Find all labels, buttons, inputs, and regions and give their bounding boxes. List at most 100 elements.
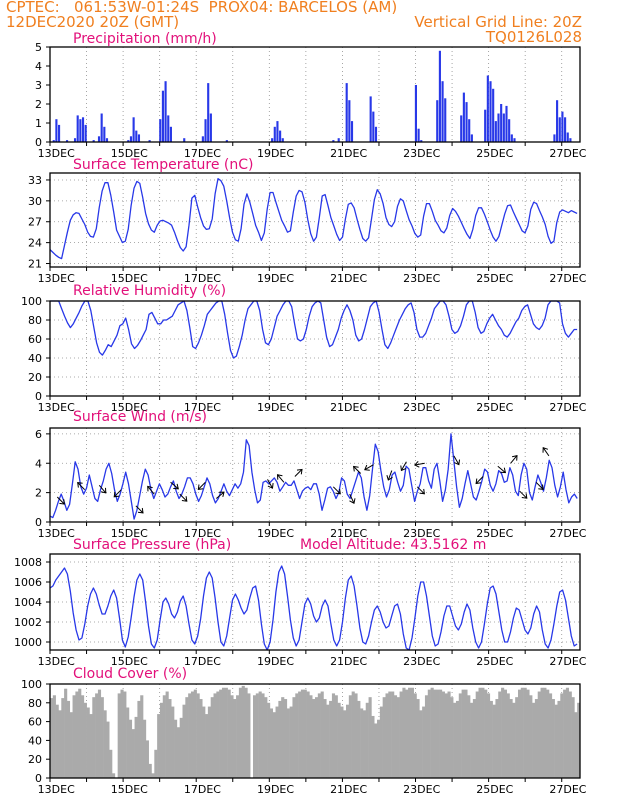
wind-arrow-head	[542, 447, 549, 453]
cloud-bar	[368, 697, 372, 778]
cloud-bar	[100, 697, 104, 778]
precip-y-tick-label: 1	[35, 117, 42, 130]
cloud-bar	[574, 712, 578, 778]
cloud-bar	[159, 702, 164, 778]
wind-arrow-head	[454, 459, 460, 466]
x-tick-label: 19DEC	[257, 527, 294, 540]
x-tick-label: 27DEC	[549, 147, 586, 160]
cloud-bar	[55, 704, 59, 778]
wind-arrow-head	[400, 465, 407, 472]
cloud-bar	[264, 697, 268, 778]
wind-arrow-head	[386, 475, 393, 481]
temp-y-tick-label: 30	[28, 195, 42, 208]
x-tick-label: 25DEC	[476, 783, 513, 796]
wind-direction-arrow	[98, 484, 107, 494]
cloud-bar	[269, 708, 274, 778]
wind-arrow-shaft	[453, 455, 460, 465]
precip-bar	[417, 128, 420, 142]
cloud-bar	[128, 719, 133, 778]
wind-arrow-shaft	[510, 455, 518, 464]
station-header: CPTEC: 061:53W-01:24S PROX04: BARCELOS (…	[6, 0, 398, 16]
wind-series-line	[49, 433, 578, 520]
cloud-bar	[252, 695, 257, 778]
wind-arrow-head	[349, 498, 356, 504]
precip-bar	[502, 113, 505, 142]
precip-bar	[73, 138, 77, 142]
cloud-bar	[365, 702, 369, 778]
precip-title: Precipitation (mm/h)	[73, 31, 217, 47]
press-y-tick-label: 1004	[14, 596, 42, 609]
wind-direction-arrow	[453, 455, 460, 466]
cloud-bar	[69, 712, 73, 778]
cloud-y-tick-label: 80	[28, 697, 42, 710]
cloud-bar	[433, 689, 437, 778]
press-y-tick-label: 1000	[14, 636, 42, 649]
wind-arrow-head	[511, 454, 518, 461]
cloud-bar	[66, 700, 71, 778]
precip-bar	[65, 140, 69, 142]
precip-bar	[489, 81, 492, 142]
cloud-bar	[548, 693, 553, 778]
x-tick-label: 25DEC	[476, 272, 513, 285]
wind-arrow-shaft	[349, 493, 355, 504]
cloud-bar	[475, 691, 479, 778]
cloud-bar	[385, 693, 389, 778]
x-tick-label: 23DEC	[403, 147, 440, 160]
wind-arrow-shaft	[400, 461, 407, 471]
precip-bar	[348, 100, 351, 142]
wind-arrow-shaft	[56, 496, 65, 505]
wind-direction-arrow	[294, 468, 303, 477]
temp-series-line	[49, 177, 578, 260]
x-tick-label: 15DEC	[111, 527, 148, 540]
precip-y-tick-label: 5	[35, 41, 42, 54]
wind-direction-arrow	[197, 481, 206, 490]
cloud-bar	[75, 691, 79, 778]
cloud-bar	[258, 691, 262, 778]
precip-bar	[164, 81, 167, 142]
wind-direction-arrow	[215, 491, 225, 499]
precip-bar	[129, 136, 133, 142]
wind-arrow-shaft	[170, 481, 179, 490]
x-tick-label: 27DEC	[549, 783, 586, 796]
wind-y-tick-label: 2	[35, 487, 42, 500]
cloud-y-tick-label: 60	[28, 716, 42, 729]
cloud-bar	[486, 693, 491, 778]
precip-bar	[127, 140, 130, 142]
cloud-bar	[81, 695, 85, 778]
cloud-frame	[49, 683, 581, 779]
wind-arrow-shaft	[414, 462, 425, 466]
cloud-bar	[112, 773, 116, 778]
cloud-bar	[123, 691, 127, 778]
wind-arrow-head	[353, 465, 359, 472]
precip-bar	[460, 115, 463, 142]
cloud-bar	[247, 693, 251, 778]
x-tick-label: 21DEC	[330, 655, 367, 668]
wind-arrow-head	[413, 460, 420, 468]
cloud-bar	[61, 698, 65, 778]
x-tick-label: 21DEC	[330, 783, 367, 796]
cloud-bar	[498, 691, 502, 778]
wind-arrow-shaft	[416, 486, 425, 495]
x-tick-label: 15DEC	[111, 272, 148, 285]
precip-bar	[444, 98, 447, 142]
wind-arrow-head	[173, 483, 179, 490]
cloud-bar	[221, 687, 226, 778]
cloud-bar	[162, 695, 166, 778]
wind-arrow-head	[218, 491, 225, 498]
wind-arrow-shaft	[267, 479, 273, 489]
cloud-bar	[303, 689, 307, 778]
press-y-tick-label: 1002	[14, 616, 42, 629]
wind-direction-arrow	[170, 481, 179, 490]
cloud-bar	[298, 691, 302, 778]
wind-arrow-shaft	[353, 466, 362, 474]
cloud-bar	[447, 691, 451, 778]
cloud-bar	[489, 700, 493, 778]
model-id: TQ0126L028	[485, 28, 582, 46]
wind-direction-arrow	[475, 476, 484, 485]
x-tick-label: 17DEC	[184, 401, 221, 414]
precip-bar	[207, 83, 210, 142]
precip-bar	[436, 100, 439, 142]
cloud-bar	[207, 706, 211, 778]
precip-bar	[441, 81, 444, 142]
cloud-bar	[261, 693, 265, 778]
